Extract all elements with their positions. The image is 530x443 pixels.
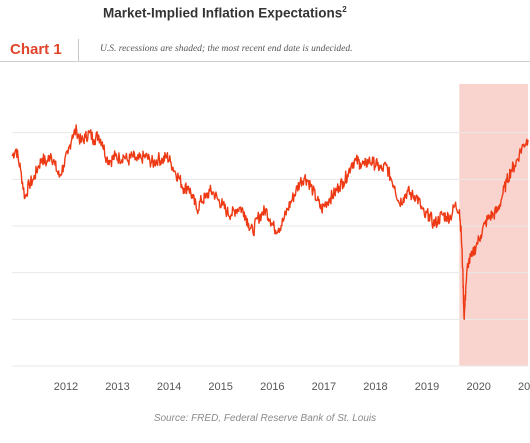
- source-note: Source: FRED, Federal Reserve Bank of St…: [153, 413, 377, 424]
- x-tick-label-2012: 2012: [54, 381, 78, 393]
- chart-subtitle: U.S. recessions are shaded; the most rec…: [100, 44, 353, 54]
- x-tick-label-2016: 2016: [260, 381, 284, 393]
- x-tick-label-2020: 2020: [466, 381, 490, 393]
- chart-title-text: Market-Implied Inflation Expectations: [103, 5, 343, 21]
- title-footnote-marker: 2: [342, 5, 347, 14]
- x-tick-label-2019: 2019: [415, 381, 439, 393]
- series-line-0: [11, 124, 529, 320]
- x-tick-label-2017: 2017: [312, 381, 336, 393]
- x-tick-label-2021: 2021: [518, 381, 530, 393]
- x-tick-label-2018: 2018: [363, 381, 387, 393]
- header-divider: [78, 39, 79, 61]
- recession-shade-0: [459, 84, 528, 366]
- header-rule: [0, 61, 530, 62]
- x-tick-label-2014: 2014: [157, 381, 181, 393]
- inflation-chart: 2012 2013 2014 2015 2016 2017 2018 2019 2020 2021: [11, 84, 530, 393]
- x-tick-label-2013: 2013: [105, 381, 129, 393]
- x-tick-label-2015: 2015: [208, 381, 232, 393]
- chart-title: Market-Implied Inflation Expectations2: [103, 5, 347, 21]
- chart-number-label: Chart 1: [10, 41, 62, 58]
